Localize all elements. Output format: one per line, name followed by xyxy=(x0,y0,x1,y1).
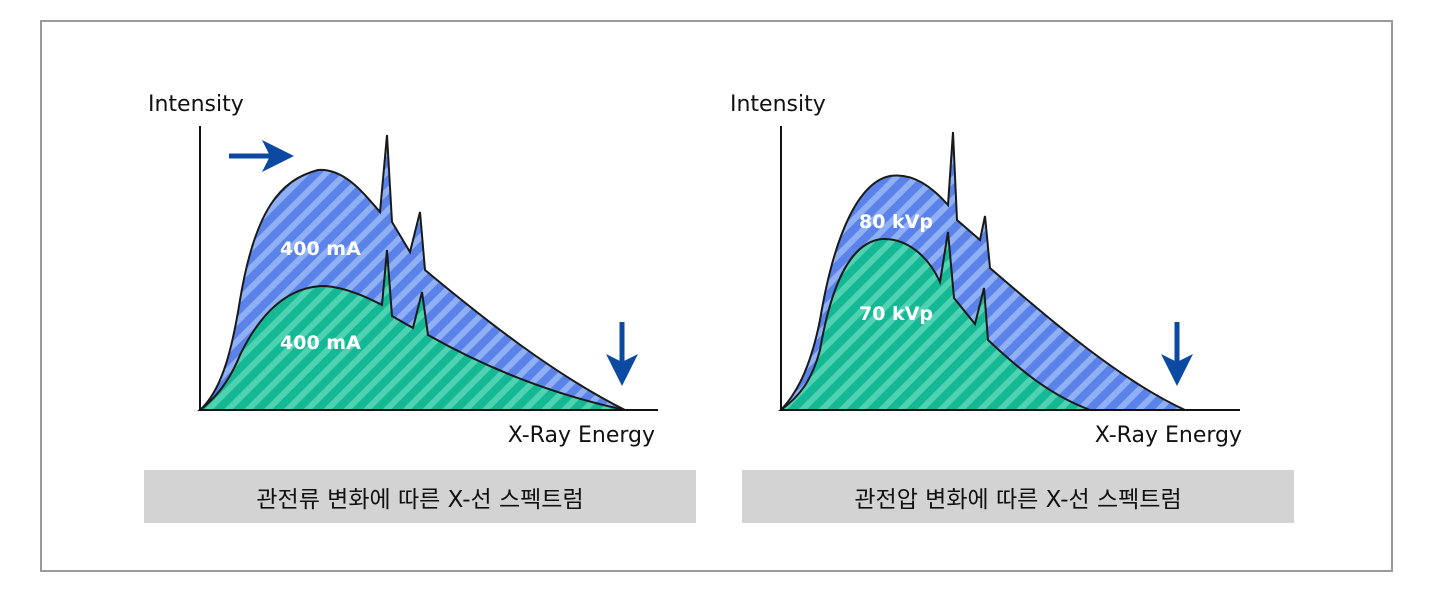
right-caption: 관전압 변화에 따른 X-선 스펙트럼 xyxy=(742,470,1294,523)
right-x-axis-label: X-Ray Energy xyxy=(1095,423,1242,448)
right-outer-label: 80 kVp xyxy=(859,211,933,233)
left-inner-label: 400 mA xyxy=(280,332,361,354)
left-inner-spectrum xyxy=(197,249,626,411)
right-y-axis-label: Intensity xyxy=(730,92,826,117)
left-x-axis-label: X-Ray Energy xyxy=(508,423,655,448)
left-panel: Intensity X-Ray Energy 400 mA 400 mA xyxy=(148,92,658,448)
arrow-down-icon xyxy=(1161,322,1193,386)
right-inner-spectrum xyxy=(777,231,1091,411)
right-panel: Intensity X-Ray Energy 80 kVp 70 kVp xyxy=(730,92,1242,448)
arrow-down-icon xyxy=(606,322,638,386)
left-caption: 관전류 변화에 따른 X-선 스펙트럼 xyxy=(144,470,696,523)
left-y-axis-label: Intensity xyxy=(148,92,244,117)
arrow-right-icon xyxy=(229,140,294,172)
right-inner-label: 70 kVp xyxy=(859,303,933,325)
left-outer-label: 400 mA xyxy=(280,238,361,260)
